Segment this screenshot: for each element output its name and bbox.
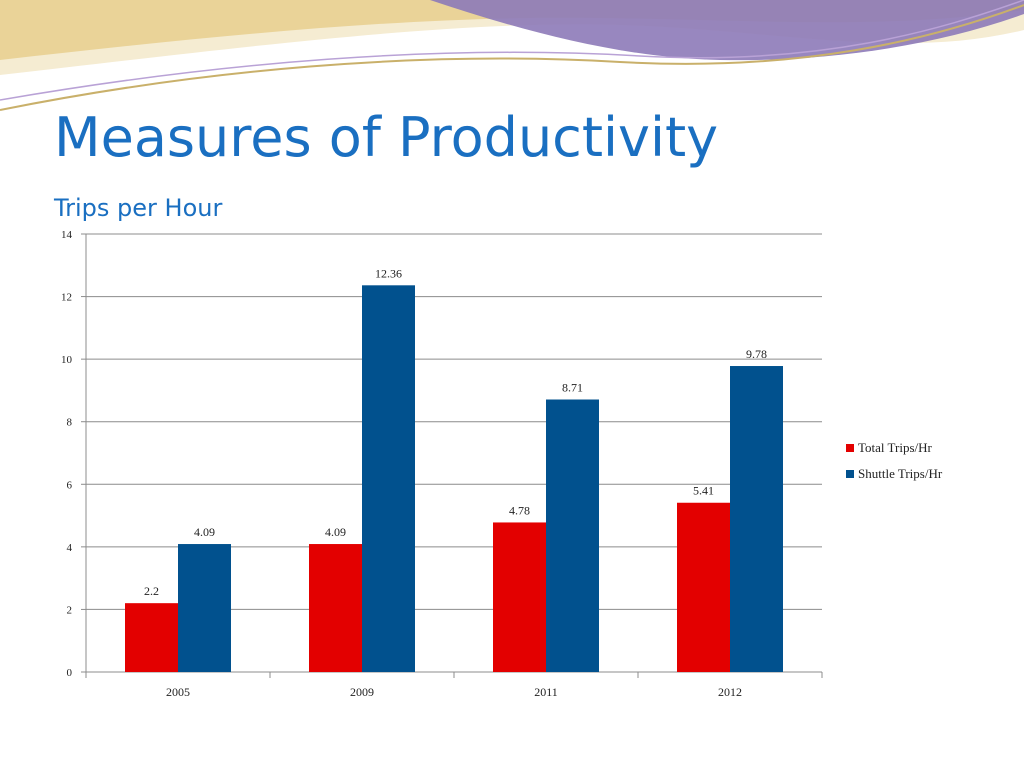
legend-label: Total Trips/Hr — [858, 440, 933, 455]
y-tick-label: 10 — [61, 354, 73, 366]
data-label: 8.71 — [562, 381, 583, 395]
x-category-label: 2011 — [534, 685, 558, 699]
legend-swatch — [846, 470, 854, 478]
slide-subtitle: Trips per Hour — [54, 194, 223, 222]
bar — [362, 285, 415, 672]
legend-swatch — [846, 444, 854, 452]
bar — [309, 544, 362, 672]
data-label: 4.09 — [325, 525, 346, 539]
slide-title: Measures of Productivity — [54, 106, 719, 169]
data-label: 2.2 — [144, 584, 159, 598]
bar — [178, 544, 231, 672]
y-tick-label: 14 — [61, 229, 73, 241]
x-category-label: 2005 — [166, 685, 190, 699]
bar — [125, 603, 178, 672]
y-tick-label: 8 — [67, 417, 73, 429]
data-label: 9.78 — [746, 347, 767, 361]
y-tick-label: 2 — [67, 604, 73, 616]
data-label: 4.78 — [509, 503, 530, 517]
header-wave-decoration — [0, 0, 1024, 111]
x-category-label: 2009 — [350, 685, 374, 699]
bar — [677, 502, 730, 672]
bar — [546, 399, 599, 672]
y-tick-label: 6 — [67, 479, 73, 491]
y-tick-label: 12 — [61, 292, 72, 304]
x-category-label: 2012 — [718, 685, 742, 699]
bar — [730, 366, 783, 672]
legend-label: Shuttle Trips/Hr — [858, 466, 943, 481]
y-tick-label: 4 — [67, 542, 73, 554]
data-label: 5.41 — [693, 484, 714, 498]
data-label: 12.36 — [375, 266, 402, 280]
bar — [493, 522, 546, 672]
data-label: 4.09 — [194, 525, 215, 539]
y-tick-label: 0 — [67, 667, 73, 679]
